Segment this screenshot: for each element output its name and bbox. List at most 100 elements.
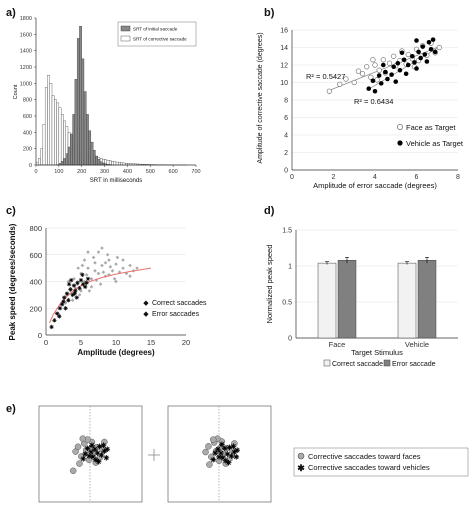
panel-b-point-face-9 xyxy=(377,68,382,73)
panel-c-legend-marker-correct: ◆ xyxy=(143,300,149,307)
panel-a-bar-initial-3 xyxy=(63,158,65,165)
panel-e-right-vehicle-point-12 xyxy=(216,454,222,460)
panel-b-point-vehicle-29 xyxy=(414,38,419,43)
panel-b-point-face-13 xyxy=(391,54,396,59)
panel-c-point-correct-8 xyxy=(93,261,97,265)
panel-c-fit-curve xyxy=(50,268,152,323)
panel-c-ytick-0: 0 xyxy=(38,331,42,340)
panel-d-ytick-1: 0.5 xyxy=(282,300,292,307)
panel-e-legend-faces: Corrective saccades toward faces xyxy=(308,452,421,461)
panel-c-point-error-8 xyxy=(68,287,72,291)
panel-a-legend: SRT of initial saccade SRT of corrective… xyxy=(118,22,196,46)
panel-e-right-vehicle-point-14 xyxy=(233,454,239,460)
panel-b-point-vehicle-10 xyxy=(396,61,401,66)
panel-c-point-error-17 xyxy=(86,277,90,281)
panel-b-ytick-7: 14 xyxy=(280,45,288,52)
panel-b-point-vehicle-18 xyxy=(416,50,421,55)
panel-b-point-vehicle-3 xyxy=(377,73,382,78)
panel-c-point-correct-48 xyxy=(135,266,139,270)
panel-e-right-vehicle-point-16 xyxy=(234,447,240,453)
panel-a-ytick-8: 1600 xyxy=(20,32,32,38)
panel-c-point-correct-31 xyxy=(97,250,101,254)
panel-c-point-error-7 xyxy=(66,298,70,302)
panel-e-legend-vehicles: Corrective saccades toward vehicles xyxy=(308,463,430,472)
panel-a-bar-initial-6 xyxy=(70,134,72,165)
panel-a-bar-initial-13 xyxy=(86,114,88,165)
panel-c-point-correct-47 xyxy=(104,261,108,265)
panel-e-left-vehicle-point-16 xyxy=(104,446,110,452)
panel-c-point-correct-39 xyxy=(76,266,80,270)
panel-d-marks xyxy=(318,257,436,338)
panel-c-point-error-14 xyxy=(79,278,83,282)
panel-a-ytick-9: 1800 xyxy=(20,16,32,22)
panel-b-legend: Face as Target Vehicle as Target xyxy=(397,123,463,148)
panel-a-bar-initial-8 xyxy=(75,79,77,165)
panel-c-point-correct-26 xyxy=(102,270,106,274)
panel-c-point-correct-24 xyxy=(85,273,89,277)
panel-b-point-vehicle-0 xyxy=(366,86,371,91)
panel-b-point-face-5 xyxy=(360,71,365,76)
panel-e-right-vehicle-point-11 xyxy=(219,442,225,448)
panel-c-point-correct-40 xyxy=(86,250,90,254)
panel-c-ylabel: Peak speed (degrees/seconds) xyxy=(8,223,17,340)
panel-e-right-vehicle-point-6 xyxy=(227,444,233,450)
panel-c-legend: ◆ Correct saccades ◆ Error saccades xyxy=(143,300,207,318)
panel-a-bar-initial-9 xyxy=(77,38,79,165)
panel-c-point-error-23 xyxy=(61,299,65,303)
panel-c-point-error-10 xyxy=(72,283,76,287)
panel-b-point-face-6 xyxy=(364,64,369,69)
panel-c-xtick-4: 20 xyxy=(182,338,190,347)
panel-b-point-vehicle-4 xyxy=(379,81,384,86)
panel-c-xtick-2: 10 xyxy=(112,338,120,347)
panel-b-point-face-27 xyxy=(375,78,380,83)
panel-a-bar-corrective-11 xyxy=(61,114,63,165)
panel-a-ytick-0: 0 xyxy=(29,163,32,169)
panel-c-point-error-12 xyxy=(75,281,79,285)
panel-a-xtick-3: 300 xyxy=(100,169,109,175)
panel-b-point-face-3 xyxy=(352,80,357,85)
panel-a-bar-initial-4 xyxy=(66,154,68,165)
panel-a-xtick-2: 200 xyxy=(77,169,86,175)
panel-b-ytick-4: 8 xyxy=(284,98,288,105)
panel-c-xtick-0: 0 xyxy=(44,338,48,347)
panel-b-point-face-8 xyxy=(373,63,378,68)
panel-b-point-vehicle-1 xyxy=(371,78,376,83)
panel-c-point-correct-13 xyxy=(111,269,115,273)
panel-c-point-error-26 xyxy=(84,281,88,285)
panel-b-ytick-1: 2 xyxy=(284,150,288,157)
panel-a-bar-corrective-7 xyxy=(52,96,54,165)
panel-b-ytick-3: 6 xyxy=(284,115,288,122)
panel-c-xlabel: Amplitude (degrees) xyxy=(77,348,155,357)
panel-e-label: e) xyxy=(6,403,16,415)
panel-b-point-vehicle-9 xyxy=(393,79,398,84)
panel-a-ytick-6: 1200 xyxy=(20,65,32,71)
panel-c-point-correct-29 xyxy=(90,285,94,289)
panel-b-point-vehicle-19 xyxy=(418,56,423,61)
panel-e-legend-marker-vehicles: ✱ xyxy=(297,463,305,473)
panel-d-bar-error-vehicle xyxy=(418,260,436,338)
panel-c-point-correct-20 xyxy=(106,253,110,257)
panel-b-point-face-1 xyxy=(337,82,342,87)
panel-d-xlabel: Target Stimulus xyxy=(351,348,403,357)
panel-d-ylabel: Normalized peak speed xyxy=(265,245,274,324)
panel-c-point-error-18 xyxy=(63,306,67,310)
panel-b-point-vehicle-5 xyxy=(383,70,388,75)
panel-e-right-face-point-15 xyxy=(210,437,216,443)
panel-a-bar-corrective-35 xyxy=(116,162,118,165)
panel-a-bar-initial-14 xyxy=(89,131,91,165)
panel-c-point-error-3 xyxy=(58,306,62,310)
panel-e-left-face-point-1 xyxy=(75,444,81,450)
panel-a-xtick-1: 100 xyxy=(54,169,63,175)
panel-b-point-face-18 xyxy=(406,52,411,57)
panel-b-point-vehicle-25 xyxy=(431,37,436,42)
panel-c-point-correct-19 xyxy=(99,282,103,286)
panel-c-point-correct-44 xyxy=(121,258,125,262)
panel-a-legend-swatch-initial xyxy=(121,26,130,31)
panel-e-left-vehicle-point-11 xyxy=(89,443,95,449)
panel-b-point-vehicle-11 xyxy=(398,68,403,73)
panel-a-bar-corrective-10 xyxy=(59,108,61,165)
